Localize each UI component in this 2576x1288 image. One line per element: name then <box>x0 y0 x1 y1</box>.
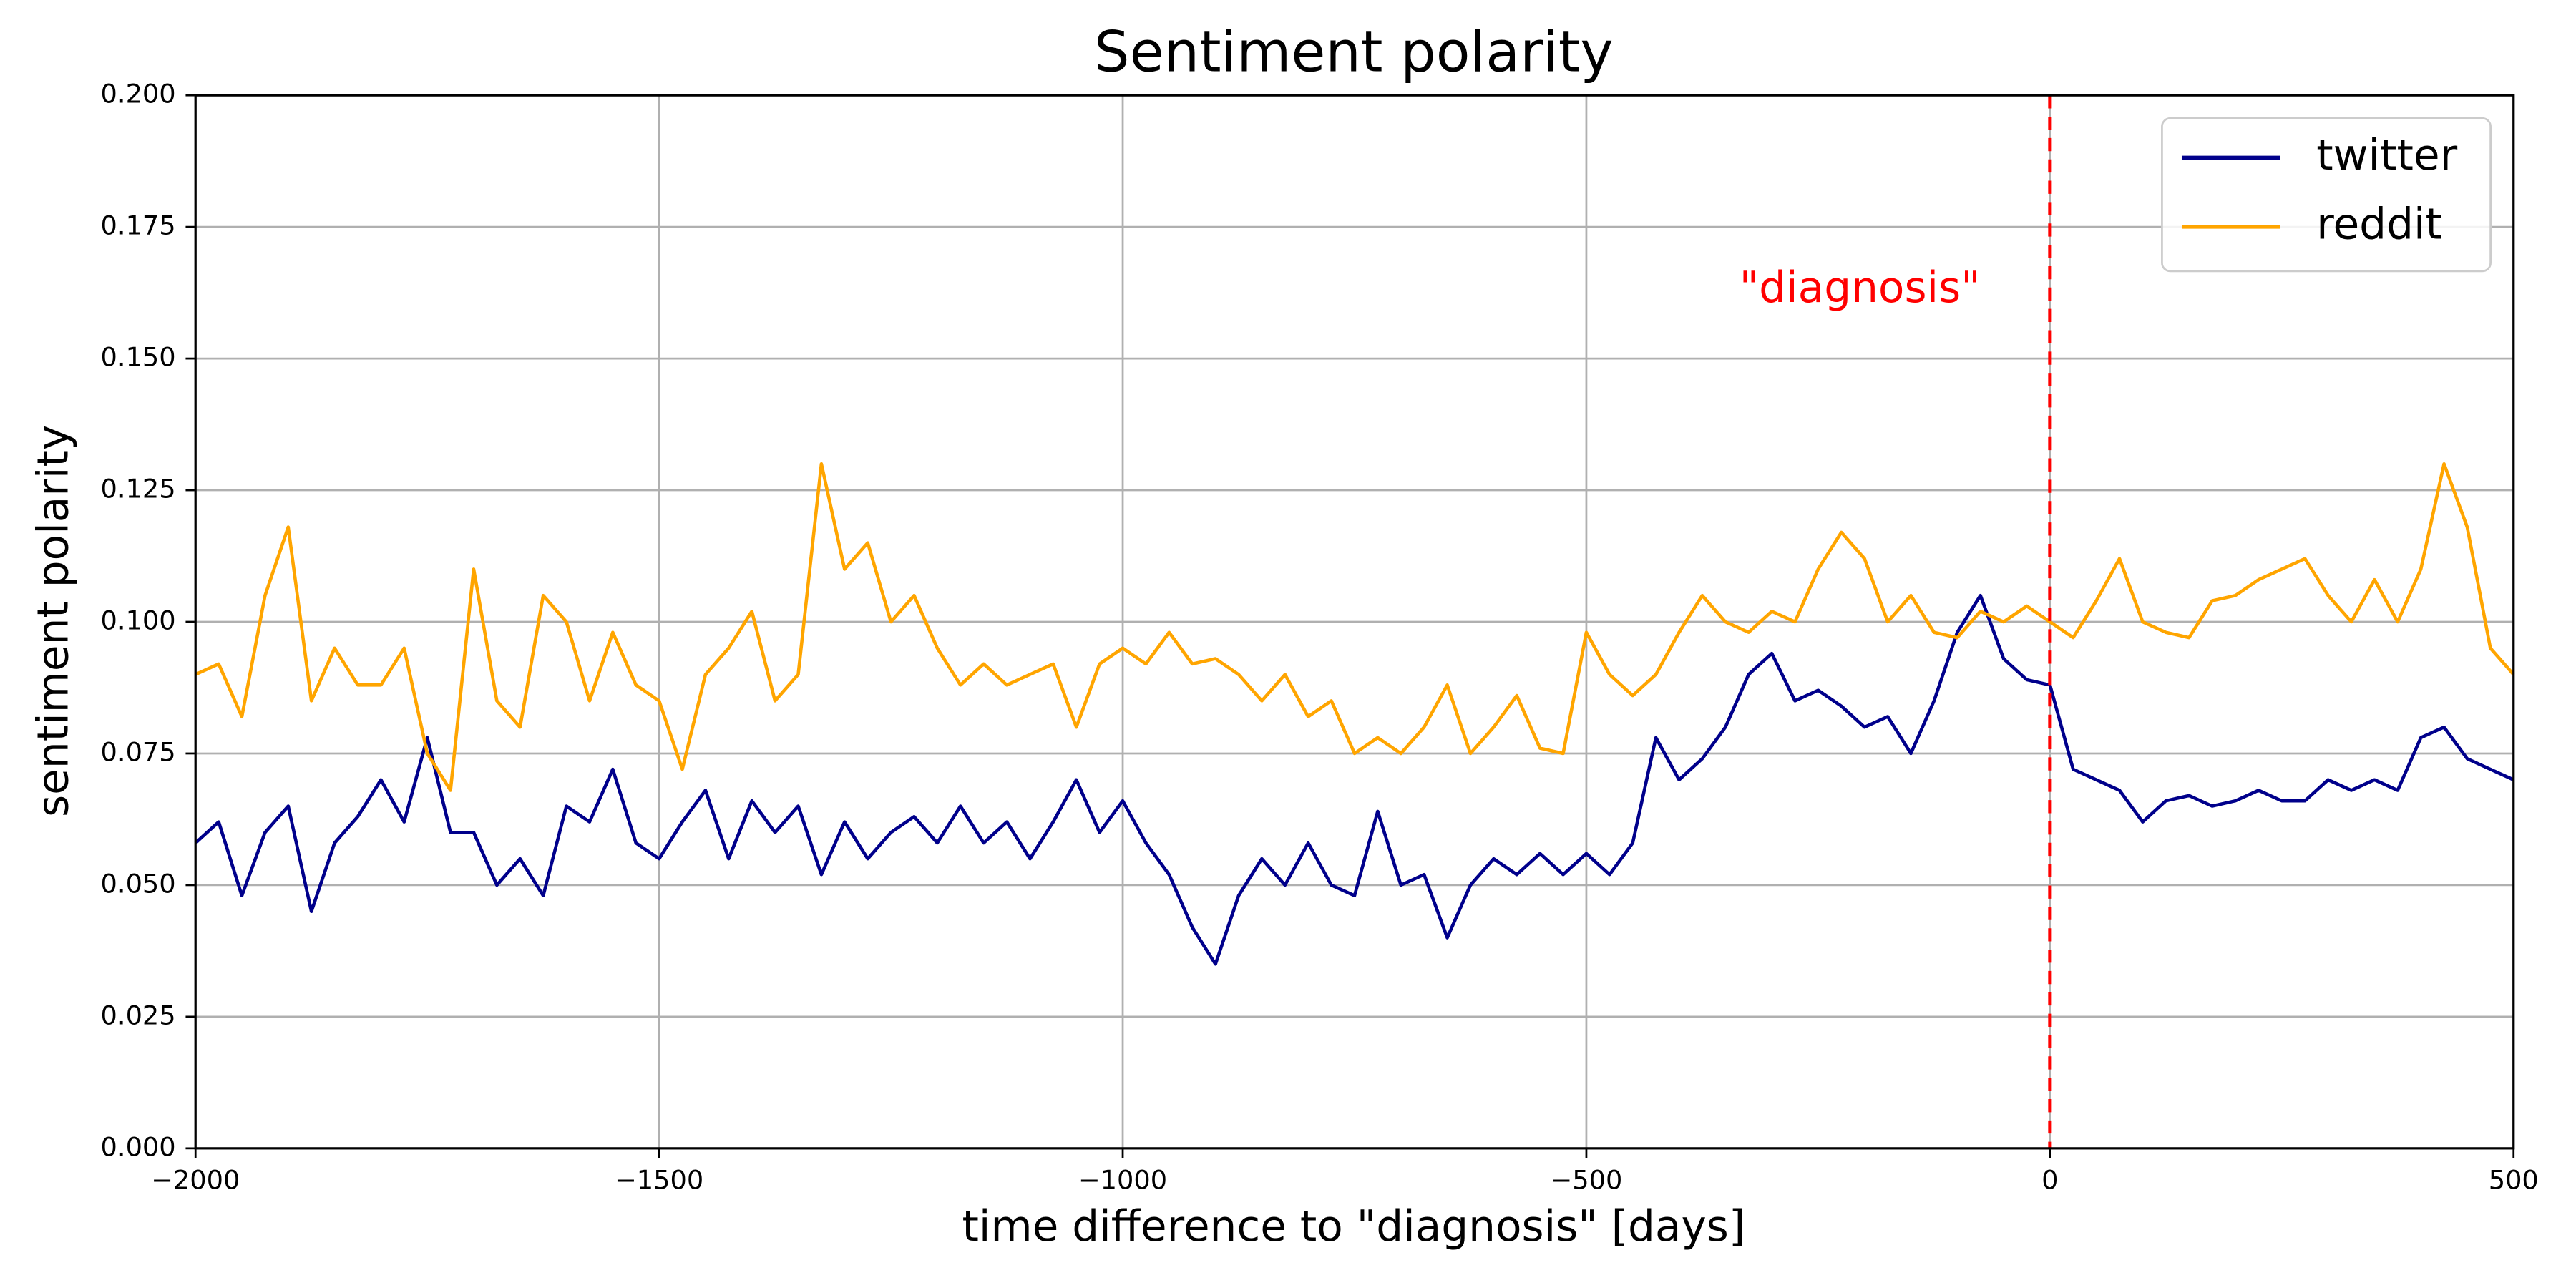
y-tick-label: 0.125 <box>101 474 176 504</box>
legend-label: twitter <box>2316 131 2457 180</box>
y-tick-label: 0.150 <box>101 342 176 373</box>
x-tick-label: −1500 <box>615 1164 703 1195</box>
y-tick-label: 0.175 <box>101 210 176 241</box>
chart-title: Sentiment polarity <box>1094 21 1614 85</box>
y-tick-label: 0.000 <box>101 1131 176 1162</box>
y-axis-label: sentiment polarity <box>29 425 79 817</box>
line-series <box>194 593 2514 966</box>
y-tick-label: 0.050 <box>101 868 176 899</box>
y-tick-label: 0.075 <box>101 736 176 767</box>
x-tick-label: 0 <box>2041 1164 2058 1195</box>
line-series <box>195 462 2515 792</box>
plot-frame <box>194 94 2515 1150</box>
x-tick-label: −500 <box>1551 1164 1623 1195</box>
legend-label: reddit <box>2316 200 2442 249</box>
y-tick-label: 0.200 <box>101 79 176 109</box>
x-axis-label: time difference to "diagnosis" [days] <box>962 1202 1745 1252</box>
annotation: "diagnosis" <box>1740 263 1981 313</box>
x-tick-label: −2000 <box>151 1164 240 1195</box>
x-tick-label: −1000 <box>1078 1164 1167 1195</box>
y-tick-label: 0.025 <box>101 1000 176 1030</box>
x-tick-label: 500 <box>2489 1164 2539 1195</box>
y-tick-label: 0.100 <box>101 605 176 636</box>
